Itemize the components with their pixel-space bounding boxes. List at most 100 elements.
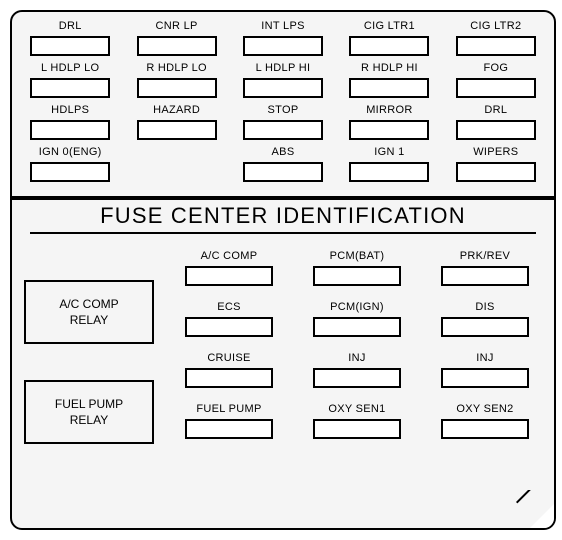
fuse-label: ECS xyxy=(217,301,241,314)
fuse-label: IGN 0(ENG) xyxy=(39,146,102,159)
fuse-box xyxy=(30,78,110,98)
corner-cut-line xyxy=(516,490,556,530)
fuse-slot: R HDLP LO xyxy=(130,62,222,98)
title-box: FUSE CENTER IDENTIFICATION xyxy=(30,198,536,234)
fuse-box xyxy=(349,78,429,98)
fuse-slot: ECS xyxy=(172,301,286,337)
fuse-box xyxy=(185,368,273,388)
fuse-slot: R HDLP HI xyxy=(343,62,435,98)
fuse-slot: WIPERS xyxy=(450,146,542,182)
fuse-box xyxy=(137,120,217,140)
fuse-box xyxy=(185,419,273,439)
fuse-slot: MIRROR xyxy=(343,104,435,140)
fuse-box xyxy=(137,78,217,98)
lower-fuse-grid: A/C COMP PCM(BAT) PRK/REV ECS PCM(IGN) D… xyxy=(172,250,542,445)
fuse-box xyxy=(137,36,217,56)
relay-fuel-pump: FUEL PUMP RELAY xyxy=(24,380,154,444)
fuse-label: INJ xyxy=(348,352,365,365)
fuse-label: CRUISE xyxy=(207,352,250,365)
fuse-row: FUEL PUMP OXY SEN1 OXY SEN2 xyxy=(172,403,542,439)
fuse-label: FOG xyxy=(483,62,508,75)
fuse-slot: HAZARD xyxy=(130,104,222,140)
fuse-slot: CRUISE xyxy=(172,352,286,388)
fuse-label: INJ xyxy=(476,352,493,365)
fuse-label: DRL xyxy=(59,20,82,33)
fuse-box xyxy=(349,162,429,182)
fuse-row: A/C COMP PCM(BAT) PRK/REV xyxy=(172,250,542,286)
fuse-label: R HDLP LO xyxy=(146,62,207,75)
fuse-label: DIS xyxy=(475,301,494,314)
fuse-row: L HDLP LO R HDLP LO L HDLP HI R HDLP HI … xyxy=(24,62,542,98)
fuse-slot: PCM(IGN) xyxy=(300,301,414,337)
fuse-box xyxy=(243,78,323,98)
fuse-label: ABS xyxy=(272,146,295,159)
fuse-box xyxy=(441,419,529,439)
fuse-box xyxy=(30,36,110,56)
fuse-box xyxy=(313,419,401,439)
fuse-box xyxy=(185,266,273,286)
fuse-box xyxy=(456,36,536,56)
fuse-label: STOP xyxy=(268,104,299,117)
fuse-slot: INJ xyxy=(428,352,542,388)
fuse-row: CRUISE INJ INJ xyxy=(172,352,542,388)
fuse-label: DRL xyxy=(484,104,507,117)
fuse-label: MIRROR xyxy=(366,104,412,117)
fuse-slot: IGN 1 xyxy=(343,146,435,182)
fuse-label: WIPERS xyxy=(473,146,518,159)
fuse-slot: PRK/REV xyxy=(428,250,542,286)
fuse-row: ECS PCM(IGN) DIS xyxy=(172,301,542,337)
fuse-label: CNR LP xyxy=(156,20,198,33)
fuse-row: IGN 0(ENG) ABS IGN 1 WIPERS xyxy=(24,146,542,182)
fuse-slot: HDLPS xyxy=(24,104,116,140)
fuse-slot: DIS xyxy=(428,301,542,337)
fuse-label: HDLPS xyxy=(51,104,89,117)
fuse-row: HDLPS HAZARD STOP MIRROR DRL xyxy=(24,104,542,140)
fuse-label: IGN 1 xyxy=(374,146,404,159)
fuse-label: FUEL PUMP xyxy=(196,403,261,416)
fuse-slot: ABS xyxy=(237,146,329,182)
fuse-box xyxy=(441,317,529,337)
fuse-box xyxy=(243,162,323,182)
fuse-slot: INJ xyxy=(300,352,414,388)
fuse-box xyxy=(313,266,401,286)
fuse-label: L HDLP LO xyxy=(41,62,99,75)
fuse-box xyxy=(441,368,529,388)
fuse-box xyxy=(313,368,401,388)
fuse-label: CIG LTR2 xyxy=(470,20,521,33)
fuse-box xyxy=(313,317,401,337)
panel-title: FUSE CENTER IDENTIFICATION xyxy=(100,203,466,228)
fuse-slot: STOP xyxy=(237,104,329,140)
fuse-slot: CIG LTR2 xyxy=(450,20,542,56)
fuse-label: OXY SEN1 xyxy=(328,403,385,416)
fuse-slot: L HDLP HI xyxy=(237,62,329,98)
fuse-row: DRL CNR LP INT LPS CIG LTR1 CIG LTR2 xyxy=(24,20,542,56)
fuse-label: HAZARD xyxy=(153,104,200,117)
fuse-box xyxy=(456,162,536,182)
fuse-box xyxy=(243,36,323,56)
fuse-label: INT LPS xyxy=(261,20,304,33)
fuse-slot: INT LPS xyxy=(237,20,329,56)
fuse-label: A/C COMP xyxy=(201,250,258,263)
fuse-slot: CIG LTR1 xyxy=(343,20,435,56)
fuse-label: PRK/REV xyxy=(460,250,510,263)
fuse-box xyxy=(185,317,273,337)
fuse-slot: OXY SEN1 xyxy=(300,403,414,439)
fuse-box xyxy=(456,120,536,140)
fuse-slot: FUEL PUMP xyxy=(172,403,286,439)
fuse-slot: PCM(BAT) xyxy=(300,250,414,286)
fuse-label: L HDLP HI xyxy=(256,62,311,75)
fuse-box xyxy=(30,162,110,182)
fuse-slot: DRL xyxy=(24,20,116,56)
fuse-box xyxy=(456,78,536,98)
relay-ac-comp: A/C COMP RELAY xyxy=(24,280,154,344)
lower-section: A/C COMP RELAY FUEL PUMP RELAY A/C COMP … xyxy=(12,234,554,455)
fuse-label: CIG LTR1 xyxy=(364,20,415,33)
fuse-slot: IGN 0(ENG) xyxy=(24,146,116,182)
fuse-slot: A/C COMP xyxy=(172,250,286,286)
relay-column: A/C COMP RELAY FUEL PUMP RELAY xyxy=(24,250,154,445)
fuse-box xyxy=(30,120,110,140)
fuse-box xyxy=(349,36,429,56)
fuse-box xyxy=(243,120,323,140)
fuse-slot: CNR LP xyxy=(130,20,222,56)
fuse-slot: DRL xyxy=(450,104,542,140)
